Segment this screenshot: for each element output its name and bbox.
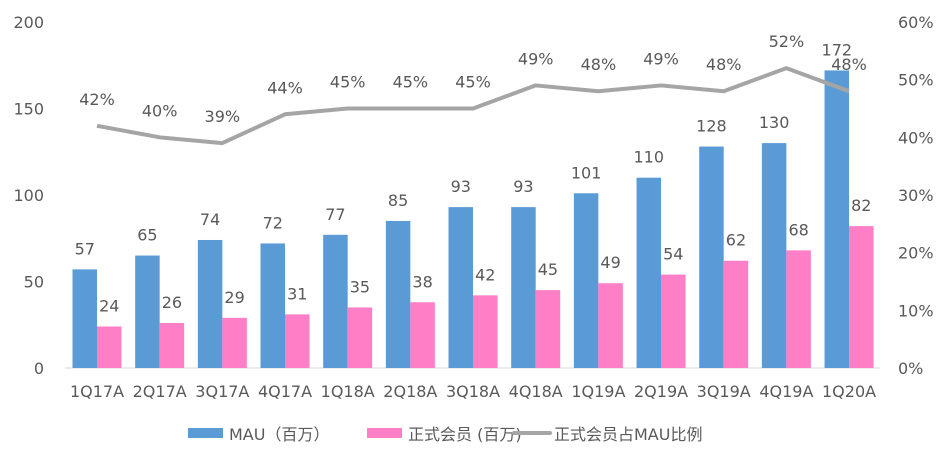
- bar-member: [222, 317, 247, 368]
- line-ratio-label: 49%: [518, 49, 554, 68]
- bar-member: [786, 250, 811, 368]
- line-ratio-label: 40%: [142, 101, 178, 120]
- x-axis-tick: 2Q19A: [634, 382, 688, 401]
- bar-mau: [636, 177, 662, 368]
- bar-mau: [135, 255, 160, 368]
- bar-member-label: 62: [726, 231, 746, 250]
- bar-member: [159, 323, 185, 368]
- bar-member-label: 24: [99, 296, 119, 315]
- right-axis-tick: 50%: [898, 71, 934, 90]
- bar-mau-label: 128: [696, 117, 727, 136]
- x-axis-tick: 1Q18A: [321, 382, 375, 401]
- bar-member-label: 29: [224, 288, 244, 307]
- line-ratio-label: 48%: [581, 55, 617, 74]
- bar-mau: [260, 243, 286, 368]
- right-axis-tick: 10%: [898, 301, 934, 320]
- bar-mau-label: 74: [200, 210, 220, 229]
- bar-mau-label: 93: [451, 177, 471, 196]
- right-axis-tick: 0%: [898, 359, 923, 378]
- bar-member: [97, 326, 122, 368]
- x-axis-tick: 1Q20A: [822, 382, 876, 401]
- line-ratio-label: 48%: [706, 55, 742, 74]
- bar-mau: [448, 207, 474, 368]
- bar-member-label: 45: [538, 260, 558, 279]
- bar-member: [347, 307, 373, 368]
- bar-mau-label: 93: [513, 177, 533, 196]
- bar-mau: [511, 207, 536, 368]
- right-axis-tick: 20%: [898, 244, 934, 263]
- bar-member-label: 38: [412, 272, 432, 291]
- line-ratio-label: 45%: [330, 73, 366, 92]
- bar-mau: [385, 220, 411, 368]
- x-axis-tick: 4Q18A: [509, 382, 563, 401]
- bar-member: [661, 274, 686, 368]
- left-axis-tick: 200: [13, 13, 44, 32]
- line-ratio-label: 45%: [393, 73, 429, 92]
- bar-member-label: 49: [600, 253, 620, 272]
- x-axis-tick: 4Q19A: [759, 382, 813, 401]
- bar-mau-label: 85: [388, 191, 408, 210]
- legend-label: MAU（百万）: [229, 425, 329, 444]
- bar-member-label: 42: [475, 265, 495, 284]
- bar-mau-label: 101: [571, 163, 602, 182]
- bar-member: [535, 290, 561, 368]
- line-ratio-label: 49%: [643, 49, 679, 68]
- right-axis-tick: 40%: [898, 128, 934, 147]
- bar-mau: [699, 146, 724, 368]
- bar-mau: [72, 269, 97, 368]
- bar-member: [473, 295, 498, 368]
- bar-member: [285, 314, 310, 368]
- left-axis-tick: 100: [13, 186, 44, 205]
- line-ratio-label: 39%: [205, 107, 241, 126]
- right-axis-tick: 60%: [898, 13, 934, 32]
- bar-mau-label: 172: [822, 40, 853, 59]
- bar-mau-label: 77: [325, 205, 345, 224]
- x-axis-tick: 4Q17A: [258, 382, 312, 401]
- x-axis-tick: 1Q17A: [70, 382, 124, 401]
- x-axis-tick: 2Q18A: [383, 382, 437, 401]
- x-axis-tick: 3Q17A: [195, 382, 249, 401]
- bar-mau: [197, 239, 223, 368]
- bar-member-label: 26: [162, 293, 182, 312]
- bar-member-label: 31: [287, 284, 307, 303]
- x-axis-tick: 3Q19A: [697, 382, 751, 401]
- line-ratio-label: 42%: [79, 90, 115, 109]
- bar-mau: [323, 234, 348, 368]
- bar-member-label: 54: [663, 245, 683, 264]
- left-axis-tick: 0: [34, 359, 44, 378]
- x-axis-tick: 3Q18A: [446, 382, 500, 401]
- bar-mau-label: 110: [634, 148, 665, 167]
- bar-member: [723, 260, 749, 368]
- left-axis-tick: 150: [13, 100, 44, 119]
- legend-label: 正式会员 (百万): [408, 425, 522, 444]
- bar-member: [410, 302, 435, 368]
- bar-mau: [824, 70, 850, 368]
- bar-member-label: 68: [788, 220, 808, 239]
- bar-member: [849, 226, 874, 368]
- right-axis-tick: 30%: [898, 186, 934, 205]
- bar-member-label: 35: [350, 277, 370, 296]
- bar-mau: [761, 143, 787, 368]
- line-ratio-label: 48%: [831, 55, 867, 74]
- line-ratio-label: 45%: [455, 73, 491, 92]
- legend-swatch: [367, 428, 402, 438]
- bar-mau-label: 72: [263, 213, 283, 232]
- line-ratio-label: 52%: [769, 32, 805, 51]
- x-axis-tick: 2Q17A: [133, 382, 187, 401]
- left-axis-tick: 50: [24, 273, 44, 292]
- line-ratio: [96, 66, 850, 146]
- bar-mau-label: 65: [137, 226, 157, 245]
- bar-mau: [573, 193, 599, 368]
- bar-member: [598, 283, 623, 368]
- legend-label: 正式会员占MAU比例: [554, 425, 702, 444]
- bar-member-label: 82: [851, 196, 871, 215]
- legend-swatch: [188, 428, 223, 438]
- bar-mau-label: 57: [75, 239, 95, 258]
- x-axis-tick: 1Q19A: [571, 382, 625, 401]
- bar-mau-label: 130: [759, 113, 790, 132]
- line-ratio-label: 44%: [267, 78, 303, 97]
